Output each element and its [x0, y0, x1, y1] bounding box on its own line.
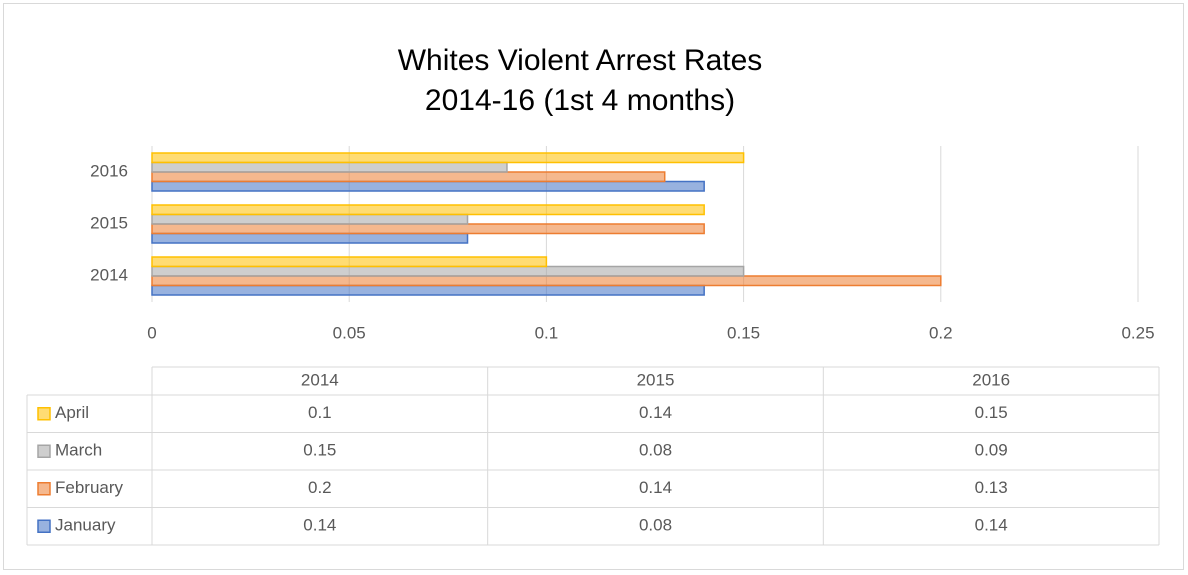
- legend-label: April: [55, 403, 89, 422]
- bar: [151, 171, 666, 183]
- bar: [151, 275, 942, 287]
- table-cell: 0.14: [303, 516, 336, 535]
- table-cell: 0.09: [975, 441, 1008, 460]
- x-tick-label: 0.15: [727, 323, 760, 342]
- x-tick-label: 0.25: [1121, 323, 1154, 342]
- legend-swatch: [37, 519, 51, 533]
- table-header: 2014: [301, 370, 339, 389]
- legend-label: February: [55, 478, 124, 497]
- chart-subtitle: 2014-16 (1st 4 months): [425, 84, 735, 117]
- legend-label: March: [55, 441, 102, 460]
- legend-label: January: [55, 516, 116, 535]
- bar: [151, 180, 705, 192]
- bar: [151, 223, 705, 235]
- legend-swatch: [37, 407, 51, 421]
- table-cell: 0.13: [975, 478, 1008, 497]
- table-header: 2016: [972, 370, 1010, 389]
- bar: [151, 204, 705, 216]
- legend-swatch: [37, 482, 51, 496]
- table-cell: 0.15: [975, 403, 1008, 422]
- y-tick-label: 2016: [90, 161, 128, 180]
- table-cell: 0.14: [639, 478, 672, 497]
- table-cell: 0.14: [975, 516, 1008, 535]
- bar: [151, 256, 548, 268]
- bar: [151, 213, 469, 225]
- table-header: 2015: [637, 370, 675, 389]
- y-tick-label: 2015: [90, 213, 128, 232]
- x-tick-label: 0.05: [333, 323, 366, 342]
- x-tick-label: 0.2: [929, 323, 953, 342]
- table-cell: 0.1: [308, 403, 332, 422]
- table-cell: 0.2: [308, 478, 332, 497]
- bar: [151, 232, 469, 244]
- table-cell: 0.08: [639, 441, 672, 460]
- x-tick-label: 0.1: [535, 323, 559, 342]
- table-cell: 0.14: [639, 403, 672, 422]
- bar: [151, 152, 745, 164]
- y-tick-label: 2014: [90, 265, 128, 284]
- legend-swatch: [37, 444, 51, 458]
- bar: [151, 161, 508, 173]
- table-cell: 0.08: [639, 516, 672, 535]
- chart-title: Whites Violent Arrest Rates: [398, 44, 763, 77]
- bar: [151, 284, 705, 296]
- bar: [151, 265, 745, 277]
- x-tick-label: 0: [147, 323, 156, 342]
- table-cell: 0.15: [303, 441, 336, 460]
